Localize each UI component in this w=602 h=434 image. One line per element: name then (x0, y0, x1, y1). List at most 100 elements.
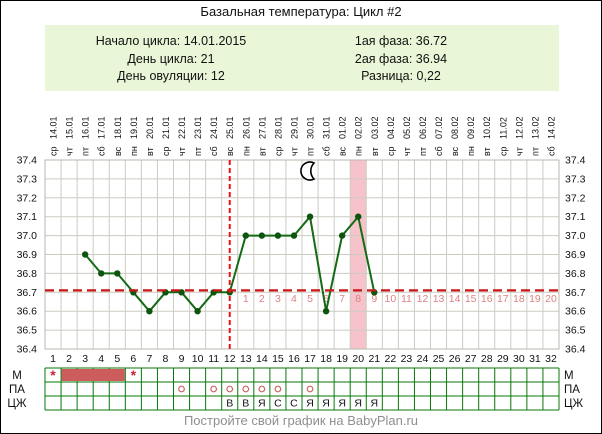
date-axis-label: 27.01 (257, 116, 267, 139)
date-axis-label: 07.02 (434, 116, 444, 139)
date-axis-label: 19.01 (129, 116, 139, 139)
day-number-label: 9 (179, 353, 185, 365)
ytick-label-right: 37.3 (565, 173, 586, 185)
day-number-label: 2 (66, 353, 72, 365)
date-axis-label: 15.01 (65, 116, 75, 139)
weekday-axis-label: вт (482, 147, 492, 156)
day-number-label: 21 (368, 353, 380, 365)
cycle-info-box: Начало цикла: 14.01.2015 День цикла: 21 … (45, 25, 559, 91)
date-axis-label: 02.02 (354, 116, 364, 139)
ytick-label-left: 36.9 (17, 249, 38, 261)
dpo-number: 16 (481, 293, 493, 305)
difference-line: Разница: 0,22 (311, 68, 491, 86)
ytick-label-right: 37.0 (565, 230, 586, 242)
intercourse-mark (210, 385, 218, 393)
weekday-axis-label: сб (546, 146, 556, 156)
cycle-day-value: 21 (200, 51, 215, 66)
temperature-point (258, 232, 266, 239)
ytick-label-left: 37.4 (17, 155, 38, 167)
dpo-number: 14 (449, 293, 461, 305)
weekday-axis-label: чт (514, 147, 524, 156)
fluid-letter: С (290, 398, 298, 410)
weekday-axis-label: пт (306, 147, 316, 156)
phase1-label: 1ая фаза: (354, 34, 413, 48)
date-axis-label: 29.01 (289, 116, 299, 139)
phase1-value: 36.72 (415, 34, 448, 48)
row-label-right: М (564, 370, 574, 382)
difference-label: Разница: (361, 69, 414, 83)
date-axis-label: 12.02 (514, 116, 524, 139)
fluid-letter: Я (354, 398, 362, 410)
dpo-number: 9 (371, 293, 377, 305)
ytick-label-right: 36.6 (565, 306, 586, 318)
day-number-label: 20 (352, 353, 364, 365)
phase2-line: 2ая фаза: 36.94 (311, 51, 491, 69)
date-axis-label: 17.01 (97, 116, 107, 139)
day-number-label: 32 (545, 353, 557, 365)
day-number-label: 7 (146, 353, 152, 365)
date-axis-label: 18.01 (113, 116, 123, 139)
cycle-start-value: 14.01.2015 (183, 34, 247, 48)
date-axis-label: 14.01 (49, 116, 59, 139)
weekday-axis-label: вс (450, 146, 460, 156)
temperature-point (290, 232, 298, 239)
temperature-point (98, 270, 105, 277)
day-number-label: 1 (50, 353, 56, 365)
date-axis-label: 01.02 (338, 116, 348, 139)
weekday-axis-label: вс (113, 146, 123, 156)
fluid-letter: В (226, 398, 233, 410)
fluid-letter: Я (258, 398, 266, 410)
date-axis-label: 31.01 (322, 116, 332, 139)
intercourse-mark (242, 385, 250, 393)
day-number-label: 12 (224, 353, 236, 365)
weekday-axis-label: пн (354, 146, 364, 156)
ytick-label-right: 36.5 (565, 325, 586, 337)
difference-value: 0,22 (416, 69, 441, 83)
temperature-point (114, 270, 121, 277)
weekday-axis-label: вс (225, 146, 235, 156)
day-number-label: 17 (304, 353, 316, 365)
temperature-point (274, 232, 282, 239)
day-number-label: 16 (288, 353, 300, 365)
day-number-label: 11 (208, 353, 219, 365)
ytick-label-left: 37.2 (17, 192, 38, 204)
date-axis-label: 13.02 (530, 116, 540, 139)
date-axis-label: 21.01 (161, 116, 171, 139)
dpo-number: 5 (307, 293, 313, 305)
day-number-label: 8 (163, 353, 169, 365)
date-axis-label: 04.02 (386, 116, 396, 139)
dpo-number: 6 (323, 293, 329, 305)
row-label-left: ПА (9, 384, 25, 396)
weekday-axis-label: пн (129, 146, 139, 156)
day-number-label: 14 (256, 353, 268, 365)
date-axis-label: 16.01 (81, 116, 91, 139)
intercourse-mark (274, 385, 282, 393)
plot-border (44, 159, 560, 350)
ytick-label-left: 37.1 (17, 211, 38, 223)
dpo-number: 10 (385, 293, 397, 305)
cycle-info-left-column: Начало цикла: 14.01.2015 День цикла: 21 … (65, 25, 277, 86)
date-axis-label: 06.02 (418, 116, 428, 139)
temperature-point (355, 213, 362, 220)
dpo-number: 20 (545, 293, 557, 305)
temperature-point (146, 308, 153, 315)
cycle-day-label: День цикла: (127, 51, 198, 66)
menstruation-star: * (131, 367, 137, 383)
ytick-label-right: 36.9 (565, 249, 586, 261)
weekday-axis-label: пт (418, 147, 428, 156)
fluid-letter: Я (322, 398, 330, 410)
dpo-number: 15 (465, 293, 477, 305)
dpo-number: 18 (513, 293, 525, 305)
dpo-number: 3 (275, 293, 281, 305)
date-axis-label: 22.01 (177, 116, 187, 139)
day-number-label: 10 (192, 353, 204, 365)
temperature-point (306, 213, 314, 220)
menstruation-star: * (50, 367, 56, 383)
dpo-number: 19 (529, 293, 541, 305)
weekday-axis-label: сб (322, 146, 332, 156)
weekday-axis-label: пн (241, 146, 251, 156)
temperature-point (81, 251, 89, 258)
ytick-label-left: 36.7 (17, 287, 38, 299)
weekday-axis-label: чт (402, 147, 412, 156)
weekday-axis-label: вт (370, 147, 380, 156)
